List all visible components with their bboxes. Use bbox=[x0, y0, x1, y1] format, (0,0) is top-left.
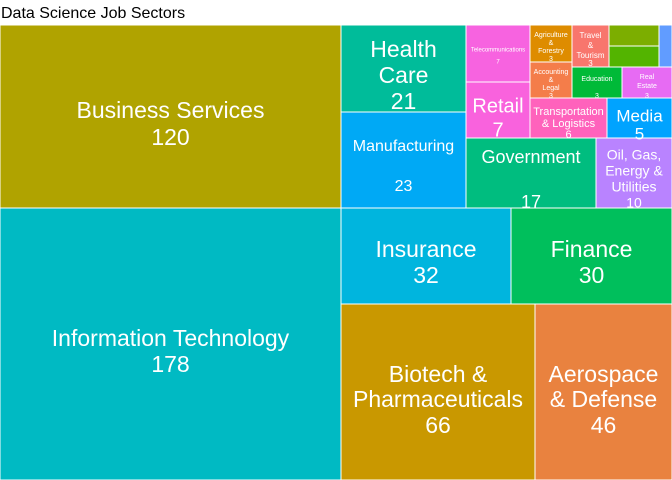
tile-value-retail: 7 bbox=[492, 119, 503, 141]
tile-label-aerospace-defense-0: Aerospace bbox=[549, 361, 659, 387]
tile-label-biotech-pharmaceuticals-0: Biotech & bbox=[389, 361, 487, 387]
tile-label-education: Education bbox=[581, 76, 612, 83]
tile-value-travel-tourism: 3 bbox=[588, 59, 593, 68]
chart-title: Data Science Job Sectors bbox=[1, 5, 186, 22]
tile-label-transportation-logistics-0: Transportation bbox=[533, 106, 604, 118]
tile-media bbox=[606, 97, 672, 139]
tile-real-estate bbox=[621, 66, 672, 99]
tile-finance bbox=[510, 207, 672, 305]
tile-value-transportation-logistics: 6 bbox=[565, 129, 571, 141]
tile-label-insurance: Insurance bbox=[375, 236, 476, 262]
tile-business-services bbox=[0, 24, 342, 209]
tile-label-manufacturing: Manufacturing bbox=[353, 138, 454, 155]
tile-value-manufacturing: 23 bbox=[395, 178, 413, 195]
tile-label-accounting-legal-2: Legal bbox=[542, 85, 560, 92]
tile-value-biotech-pharmaceuticals: 66 bbox=[425, 412, 451, 438]
tile-unlabeled-19 bbox=[608, 24, 660, 47]
tile-unlabeled-20 bbox=[608, 45, 660, 68]
tile-label-media: Media bbox=[616, 106, 663, 125]
tile-value-aerospace-defense: 46 bbox=[591, 412, 617, 438]
tile-value-insurance: 32 bbox=[413, 262, 439, 288]
tile-label-accounting-legal-1: & bbox=[549, 77, 554, 84]
tile-aerospace-defense bbox=[534, 303, 672, 480]
tile-unlabeled-21 bbox=[658, 24, 672, 68]
tile-label-transportation-logistics-1: & Logistics bbox=[542, 118, 596, 130]
tile-value-finance: 30 bbox=[579, 262, 605, 288]
tile-insurance bbox=[340, 207, 512, 305]
tile-label-government: Government bbox=[481, 147, 580, 167]
tile-value-oil-gas-energy-utilities: 10 bbox=[626, 195, 642, 211]
tile-label-finance: Finance bbox=[551, 236, 633, 262]
tile-value-accounting-legal: 3 bbox=[549, 93, 553, 100]
tile-label-accounting-legal-0: Accounting bbox=[534, 69, 569, 76]
tile-label-retail: Retail bbox=[472, 95, 523, 117]
tile-value-government: 17 bbox=[521, 192, 541, 212]
tile-telecommunications bbox=[465, 24, 531, 83]
tile-value-real-estate: 3 bbox=[645, 93, 649, 100]
tile-value-business-services: 120 bbox=[151, 124, 189, 150]
tile-value-agriculture-forestry: 3 bbox=[549, 56, 553, 63]
tile-label-health-care-1: Care bbox=[379, 62, 429, 88]
tile-label-aerospace-defense-1: & Defense bbox=[550, 386, 657, 412]
tile-label-agriculture-forestry-0: Agriculture bbox=[534, 32, 568, 39]
tile-label-health-care-0: Health bbox=[370, 36, 436, 62]
tile-label-real-estate-1: Estate bbox=[637, 83, 657, 90]
tile-transportation-logistics bbox=[529, 97, 608, 139]
tile-health-care bbox=[340, 24, 467, 113]
tile-label-telecommunications: Telecommunications bbox=[471, 48, 525, 54]
tile-label-real-estate-0: Real bbox=[640, 74, 655, 81]
tile-label-travel-tourism-1: & bbox=[588, 41, 594, 50]
tile-value-information-technology: 178 bbox=[151, 351, 189, 377]
tile-value-media: 5 bbox=[635, 124, 644, 143]
tile-value-health-care: 21 bbox=[391, 88, 417, 114]
tile-biotech-pharmaceuticals bbox=[340, 303, 536, 480]
tile-label-business-services: Business Services bbox=[77, 97, 265, 123]
tile-label-travel-tourism-2: Tourism bbox=[576, 51, 604, 60]
tile-education bbox=[571, 66, 623, 99]
tile-label-agriculture-forestry-1: & bbox=[549, 40, 554, 47]
tile-label-oil-gas-energy-utilities-2: Utilities bbox=[611, 179, 656, 195]
tile-label-biotech-pharmaceuticals-1: Pharmaceuticals bbox=[353, 386, 523, 412]
tile-label-oil-gas-energy-utilities-0: Oil, Gas, bbox=[607, 147, 661, 163]
tile-value-education: 3 bbox=[595, 93, 599, 100]
tile-label-information-technology: Information Technology bbox=[52, 325, 290, 351]
tile-label-agriculture-forestry-2: Forestry bbox=[538, 48, 564, 55]
tile-label-oil-gas-energy-utilities-1: Energy & bbox=[605, 163, 663, 179]
tile-label-travel-tourism-0: Travel bbox=[580, 31, 602, 40]
tile-oil-gas-energy-utilities bbox=[595, 137, 672, 209]
tile-value-telecommunications: 7 bbox=[496, 60, 500, 66]
